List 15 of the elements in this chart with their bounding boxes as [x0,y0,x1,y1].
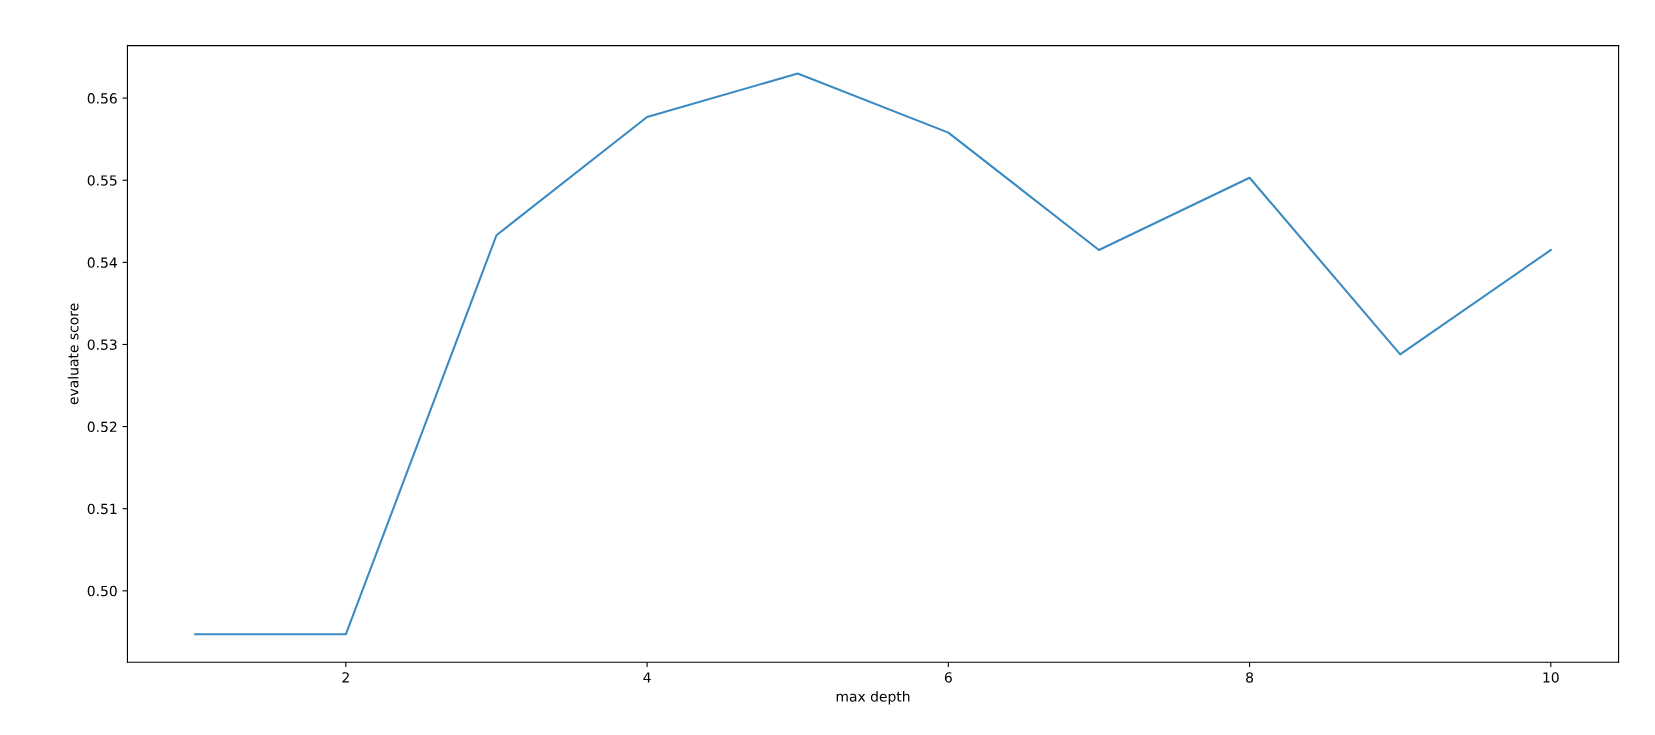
x-tick-label: 2 [342,672,349,683]
y-tick-label: 0.55 [87,175,117,186]
line-series [194,72,1552,636]
y-tick-label: 0.53 [87,339,117,350]
x-tick-label: 10 [1543,672,1559,683]
y-tick-label: 0.51 [87,503,117,515]
y-tick-label: 0.54 [87,257,117,268]
x-tick-label: 8 [1246,672,1254,683]
x-tick-label: 6 [944,672,952,683]
y-tick-label: 0.56 [87,93,117,104]
x-axis-title: max depth [836,690,910,705]
x-tick-label: 4 [643,672,651,683]
y-axis-title: evaluate score [67,303,79,405]
y-tick-label: 0.50 [87,585,117,597]
y-tick-label: 0.52 [87,421,117,433]
